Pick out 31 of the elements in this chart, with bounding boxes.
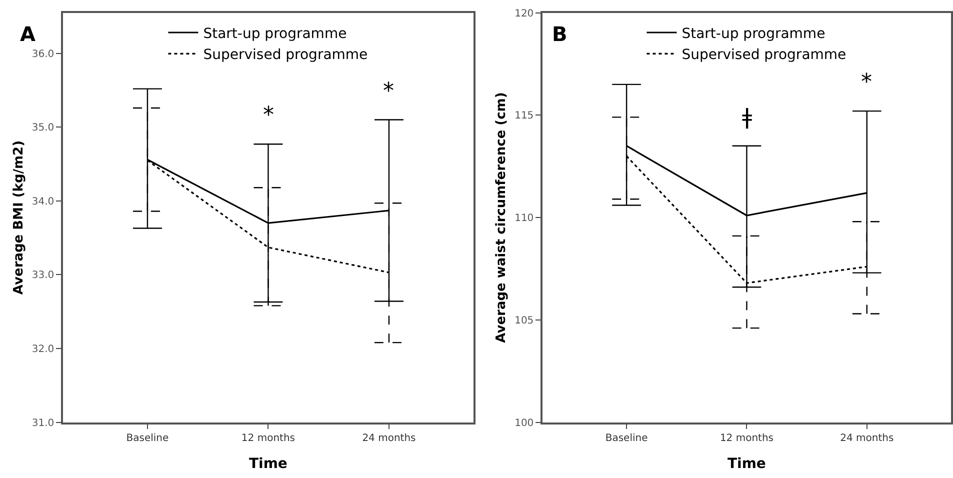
legend-label: Start-up programme (203, 26, 347, 42)
y-tick-label: 120 (514, 8, 534, 20)
legend-label: Start-up programme (682, 26, 826, 42)
y-axis-title: Average BMI (kg/m2) (11, 140, 26, 295)
y-tick-label: 34.0 (32, 196, 54, 208)
y-tick-label: 31.0 (32, 418, 54, 429)
y-axis-title: Average waist circumference (cm) (494, 92, 510, 343)
y-tick-label: 110 (514, 213, 534, 224)
annotation: ǂ (742, 105, 752, 130)
x-tick-label: 24 months (840, 433, 894, 444)
x-tick-label: Baseline (605, 433, 648, 444)
legend-label: Supervised programme (682, 47, 846, 64)
y-tick-label: 115 (514, 110, 534, 122)
text: A (20, 22, 36, 46)
y-tick-label: 105 (514, 315, 534, 326)
legend-label: Supervised programme (203, 47, 368, 64)
y-tick-label: 36.0 (32, 48, 54, 60)
text: B (552, 22, 568, 46)
annotation: * (861, 70, 872, 95)
y-tick-label: 100 (514, 418, 534, 429)
x-axis-title: Time (249, 456, 288, 472)
x-tick-label: 12 months (241, 433, 296, 444)
y-tick-label: 35.0 (32, 122, 54, 134)
x-axis-title: Time (727, 456, 766, 472)
y-tick-label: 33.0 (32, 270, 54, 282)
x-tick-label: 24 months (362, 433, 416, 444)
x-tick-label: Baseline (126, 433, 169, 444)
x-tick-label: 12 months (720, 433, 774, 444)
annotation: * (383, 79, 394, 104)
annotation: * (263, 103, 274, 128)
y-tick-label: 32.0 (32, 344, 54, 355)
